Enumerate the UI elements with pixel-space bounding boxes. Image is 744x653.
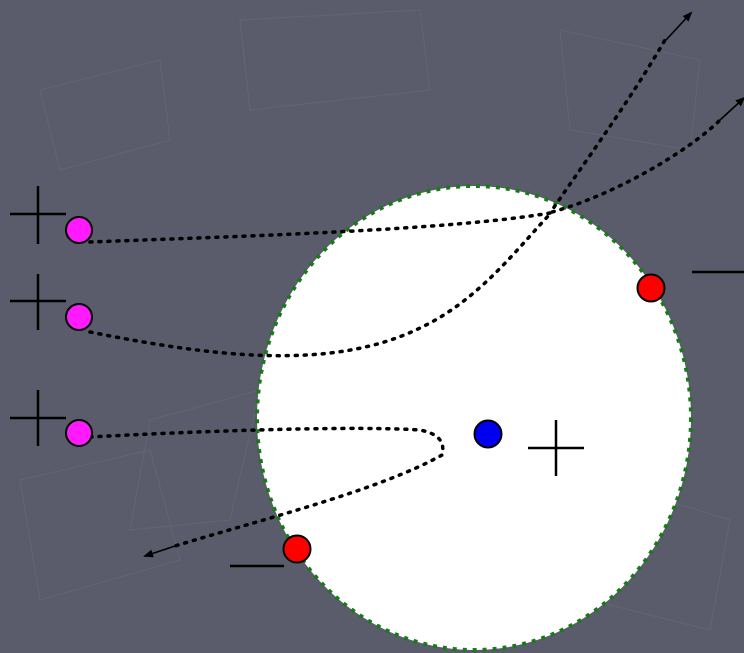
trajectory-3 <box>88 426 445 548</box>
atom-circle <box>255 184 693 652</box>
trajectory-2 <box>88 118 722 358</box>
electron-particle-upper <box>636 273 666 303</box>
arrow-1 <box>665 11 693 41</box>
arrows <box>143 11 744 558</box>
plus-sign-3 <box>10 390 66 446</box>
incoming-particle-3 <box>65 419 93 447</box>
incoming-particle-1 <box>65 216 93 244</box>
particles <box>65 216 666 564</box>
plus-sign-nucleus <box>528 420 584 476</box>
incoming-particle-2 <box>65 303 93 331</box>
nucleus-particle <box>473 419 503 449</box>
trajectories <box>88 38 722 548</box>
plus-sign-1 <box>10 186 66 244</box>
background-decoration <box>19 9 731 631</box>
electron-particle-lower <box>282 534 312 564</box>
arrow-3 <box>143 544 179 558</box>
arrow-2 <box>719 96 744 121</box>
charge-signs <box>10 186 744 568</box>
plus-sign-2 <box>10 274 66 330</box>
trajectory-1 <box>88 38 667 244</box>
